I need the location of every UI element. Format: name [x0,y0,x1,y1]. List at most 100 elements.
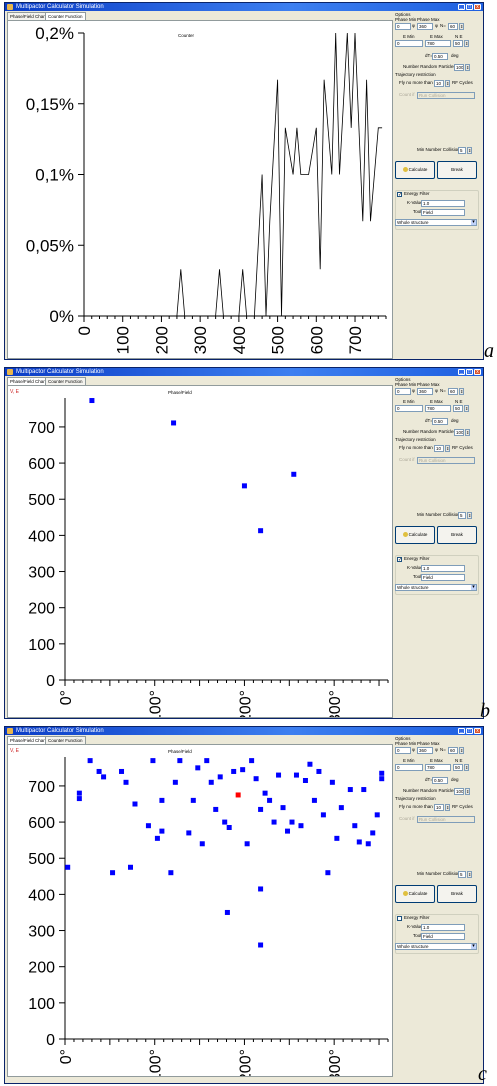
maximize-icon[interactable]: □ [466,4,473,10]
random-particles-field[interactable]: 100 [454,788,464,795]
fly-field[interactable]: 10 [434,804,444,811]
count-if-select[interactable]: Run Collision [417,92,475,99]
window-title: Multipactor Calculator Simulation [16,4,104,10]
fly-stepper[interactable]: ⇕ [445,445,450,452]
calculate-button[interactable]: Calculate [395,885,435,903]
min-collisions-stepper[interactable]: ⇕ [467,147,472,154]
ne-stepper[interactable]: ⇕ [464,764,469,771]
options-label: Options [395,736,411,741]
dt-field[interactable]: 0.50 [432,418,448,425]
tab-counter-function[interactable]: Counter Function [45,377,86,385]
data-point [361,787,367,793]
ne-field[interactable]: 50 [453,405,463,412]
tab-phase-field-chart[interactable]: Phase/Field Chart [7,377,50,385]
dt-field[interactable]: 0.50 [432,777,448,784]
emin-field[interactable]: 0 [395,405,423,412]
min-collisions-field[interactable]: 5 [458,147,466,154]
break-button[interactable]: Break [437,161,477,179]
tool-field[interactable]: Field [421,209,465,216]
emax-field[interactable]: 780 [425,764,451,771]
break-button[interactable]: Break [437,526,477,544]
count-if-select[interactable]: Run Collision [417,816,475,823]
tab-counter-function[interactable]: Counter Function [45,736,86,744]
tab-phase-field-chart[interactable]: Phase/Field Chart [7,12,50,20]
break-button[interactable]: Break [437,885,477,903]
min-collisions-field[interactable]: 5 [458,871,466,878]
tool-field[interactable]: Field [421,933,465,940]
phase-min-field[interactable]: 0 [395,747,411,754]
close-icon[interactable]: x [474,728,481,734]
n-field[interactable]: 60 [448,23,458,30]
min-collisions-stepper[interactable]: ⇕ [467,512,472,519]
phase-unit-label: φ [412,23,415,28]
minimize-icon[interactable]: _ [458,4,465,10]
dt-field[interactable]: 0.50 [432,53,448,60]
minimize-icon[interactable]: _ [458,728,465,734]
phase-max-field[interactable]: 360 [417,23,433,30]
ne-field[interactable]: 50 [453,40,463,47]
k-value-field[interactable]: 1.0 [421,924,465,931]
calculate-button[interactable]: Calculate [395,526,435,544]
random-particles-field[interactable]: 100 [454,429,464,436]
calculate-icon [402,532,408,538]
random-particles-stepper[interactable]: ⇕ [465,788,470,795]
tab-counter-function[interactable]: Counter Function [45,12,86,20]
structure-select[interactable]: Whole structure [395,584,477,591]
data-point [177,758,183,764]
fly-label: Fly no more than [399,804,433,809]
data-point [374,812,380,818]
n-stepper[interactable]: ⇕ [459,388,464,395]
ne-stepper[interactable]: ⇕ [464,405,469,412]
title-bar[interactable]: Multipactor Calculator Simulation _ □ x [5,368,483,376]
phase-max-field[interactable]: 360 [417,747,433,754]
ne-field[interactable]: 50 [453,764,463,771]
maximize-icon[interactable]: □ [466,728,473,734]
random-particles-stepper[interactable]: ⇕ [465,429,470,436]
tool-field[interactable]: Field [421,574,465,581]
structure-select[interactable]: Whole structure [395,219,477,226]
x-tick-label: 600 [307,326,326,354]
emax-field[interactable]: 780 [425,405,451,412]
data-point [370,830,376,836]
title-bar[interactable]: Multipactor Calculator Simulation _ □ x [5,3,483,11]
close-icon[interactable]: x [474,369,481,375]
data-point [213,806,219,812]
structure-select[interactable]: Whole structure [395,943,477,950]
k-value-field[interactable]: 1.0 [421,565,465,572]
random-particles-field[interactable]: 100 [454,64,464,71]
energy-filter-checkbox[interactable]: ✓ [397,192,403,198]
energy-filter-checkbox[interactable]: ✓ [397,557,403,563]
options-panel: Options Phase Min Phase Max 0 φ 360 φ N=… [395,377,481,716]
energy-filter-checkbox[interactable] [397,916,402,921]
y-tick-label: 0,2% [35,24,74,43]
phase-max-field[interactable]: 360 [417,388,433,395]
ne-stepper[interactable]: ⇕ [464,40,469,47]
fly-stepper[interactable]: ⇕ [445,804,450,811]
maximize-icon[interactable]: □ [466,369,473,375]
phase-min-field[interactable]: 0 [395,23,411,30]
data-point [224,909,230,915]
calculate-button[interactable]: Calculate [395,161,435,179]
counter-chart: 0% 0,05% 0,1% 0,15% 0,2% 0 100 200 300 400 500 600 7… [26,24,387,354]
count-if-select[interactable]: Run Collision [417,457,475,464]
fly-field[interactable]: 10 [434,445,444,452]
n-stepper[interactable]: ⇕ [459,23,464,30]
k-value-field[interactable]: 1.0 [421,200,465,207]
min-collisions-stepper[interactable]: ⇕ [467,871,472,878]
emax-field[interactable]: 780 [425,40,451,47]
n-field[interactable]: 60 [448,747,458,754]
n-stepper[interactable]: ⇕ [459,747,464,754]
emin-field[interactable]: 0 [395,40,423,47]
fly-stepper[interactable]: ⇕ [445,80,450,87]
minimize-icon[interactable]: _ [458,369,465,375]
fly-field[interactable]: 10 [434,80,444,87]
min-collisions-field[interactable]: 5 [458,512,466,519]
random-particles-stepper[interactable]: ⇕ [465,64,470,71]
tab-phase-field-chart[interactable]: Phase/Field Chart [7,736,50,744]
emin-field[interactable]: 0 [395,764,423,771]
title-bar[interactable]: Multipactor Calculator Simulation _ □ x [5,727,483,735]
dt-unit-label: deg [451,777,459,782]
n-field[interactable]: 60 [448,388,458,395]
phase-min-field[interactable]: 0 [395,388,411,395]
close-icon[interactable]: x [474,4,481,10]
